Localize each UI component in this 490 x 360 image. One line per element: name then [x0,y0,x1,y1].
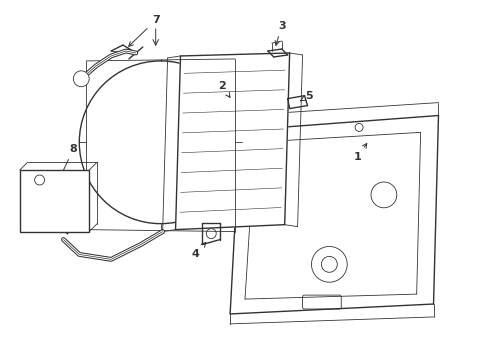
Text: 6: 6 [48,194,68,234]
Text: 2: 2 [219,81,230,98]
Text: 4: 4 [192,242,206,260]
Text: 7: 7 [129,15,160,46]
Text: 3: 3 [275,21,286,45]
Text: 1: 1 [353,144,367,162]
Polygon shape [175,53,290,230]
Circle shape [74,71,89,87]
Text: 8: 8 [58,144,77,181]
FancyBboxPatch shape [20,170,89,231]
Text: 5: 5 [300,91,313,101]
